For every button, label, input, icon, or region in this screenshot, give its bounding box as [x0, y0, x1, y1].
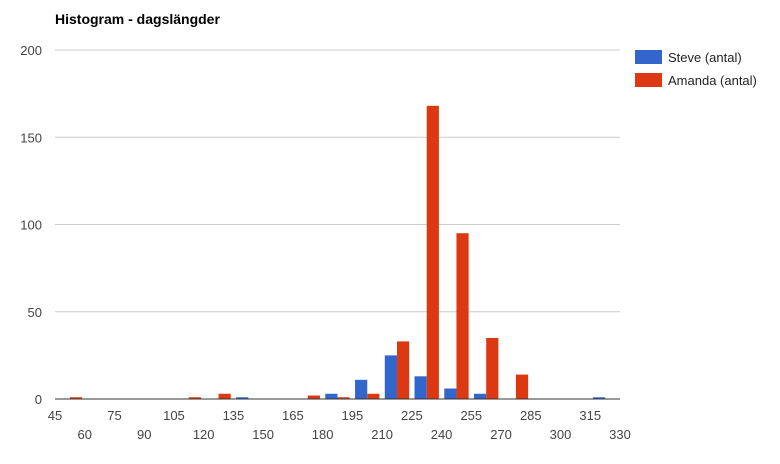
- y-axis-ticks: 0 50 100 150 200: [20, 43, 42, 407]
- legend: Steve (antal) Amanda (antal): [635, 50, 757, 88]
- chart-title: Histogram - dagslängder: [55, 11, 220, 27]
- bar-steve-180: [325, 393, 338, 399]
- x-tick-label: 240: [431, 427, 453, 442]
- bar-steve-315: [592, 397, 606, 399]
- x-tick-label: 135: [223, 408, 245, 423]
- y-tick-label: 100: [20, 218, 42, 233]
- bar-amanda-225: [426, 105, 439, 399]
- x-tick-label: 270: [490, 427, 512, 442]
- bar-amanda-210: [396, 341, 410, 399]
- bar-amanda-105: [188, 397, 202, 399]
- x-tick-label: 165: [282, 408, 304, 423]
- x-tick-label: 195: [342, 408, 364, 423]
- x-tick-label: 285: [520, 408, 542, 423]
- bar-amanda-165: [307, 395, 320, 399]
- y-tick-label: 200: [20, 43, 42, 58]
- x-tick-label: 255: [460, 408, 482, 423]
- bar-amanda-180: [337, 397, 350, 399]
- bars: [69, 105, 606, 399]
- bar-amanda-120: [218, 393, 231, 399]
- bar-steve-135: [236, 397, 249, 399]
- bar-amanda-240: [456, 233, 469, 399]
- x-tick-label: 225: [401, 408, 423, 423]
- bar-steve-225: [414, 376, 427, 399]
- x-tick-label: 210: [371, 427, 393, 442]
- x-axis-ticks: 45 75 105 135 165 195 225 255 285 315 60 90 120 150 18…: [48, 408, 631, 442]
- bar-steve-255: [473, 393, 487, 399]
- y-tick-label: 150: [20, 130, 42, 145]
- bar-steve-240: [444, 388, 457, 399]
- x-tick-label: 90: [137, 427, 151, 442]
- bar-amanda-255: [486, 337, 499, 399]
- bar-amanda-270: [515, 374, 529, 399]
- bar-steve-195: [355, 379, 368, 399]
- y-tick-label: 50: [28, 305, 42, 320]
- bar-amanda-45: [69, 397, 83, 399]
- y-tick-label: 0: [35, 392, 42, 407]
- x-tick-label: 300: [550, 427, 572, 442]
- x-tick-label: 75: [107, 408, 121, 423]
- bar-amanda-195: [367, 393, 380, 399]
- x-tick-label: 150: [252, 427, 274, 442]
- x-tick-label: 105: [163, 408, 185, 423]
- grid-lines: [55, 49, 620, 313]
- legend-label: Amanda (antal): [668, 73, 757, 88]
- bar-steve-210: [384, 355, 397, 399]
- legend-swatch: [635, 50, 662, 64]
- x-tick-label: 330: [609, 427, 631, 442]
- x-tick-label: 60: [78, 427, 92, 442]
- x-tick-label: 120: [193, 427, 215, 442]
- legend-label: Steve (antal): [668, 50, 742, 65]
- legend-swatch: [635, 73, 662, 87]
- x-tick-label: 180: [312, 427, 334, 442]
- x-tick-label: 315: [579, 408, 601, 423]
- x-tick-label: 45: [48, 408, 62, 423]
